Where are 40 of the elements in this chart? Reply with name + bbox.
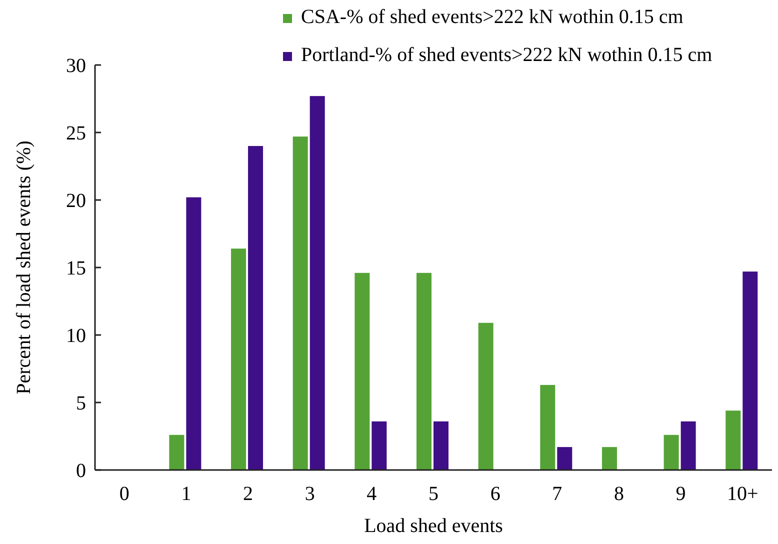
bar <box>478 322 494 470</box>
y-axis-title: Percent of load shed events (%) <box>13 140 35 394</box>
bar <box>248 146 264 470</box>
x-tick-label: 9 <box>676 483 686 505</box>
x-tick-label: 7 <box>552 483 562 505</box>
bar <box>231 248 246 470</box>
bar <box>742 272 758 470</box>
y-tick-label: 25 <box>66 122 86 144</box>
bar <box>416 272 432 470</box>
bar <box>186 197 202 470</box>
bar <box>434 421 448 470</box>
bar <box>557 447 572 470</box>
bar <box>540 384 556 470</box>
y-tick-label: 10 <box>66 325 86 347</box>
bar <box>310 96 325 470</box>
x-tick-label: 4 <box>366 483 377 505</box>
x-tick-label: 1 <box>181 483 192 505</box>
bar <box>354 272 370 470</box>
bar <box>602 447 617 470</box>
x-tick-label: 6 <box>490 483 500 505</box>
x-tick-label: 10+ <box>726 483 758 505</box>
y-tick-label: 30 <box>66 55 86 77</box>
x-tick-label: 8 <box>614 483 624 505</box>
bar <box>169 434 184 470</box>
y-tick-label: 5 <box>76 392 86 414</box>
bar <box>372 421 387 470</box>
bar <box>680 421 696 470</box>
y-tick-label: 0 <box>76 460 86 482</box>
x-axis-title: Load shed events <box>364 515 504 537</box>
x-tick-label: 5 <box>428 483 438 505</box>
x-tick-label: 2 <box>243 483 254 505</box>
y-tick-label: 15 <box>66 258 86 280</box>
bar <box>664 434 679 470</box>
bar <box>292 136 308 470</box>
x-tick-label: 3 <box>304 483 315 505</box>
legend-label: CSA-% of shed events>222 kN wothin 0.15 cm <box>301 6 684 28</box>
y-tick-label: 20 <box>66 190 86 212</box>
x-tick-label: 0 <box>119 483 130 505</box>
bar <box>726 410 741 470</box>
legend-label: Portland-% of shed events>222 kN wothin 0.15 cm <box>301 44 713 66</box>
